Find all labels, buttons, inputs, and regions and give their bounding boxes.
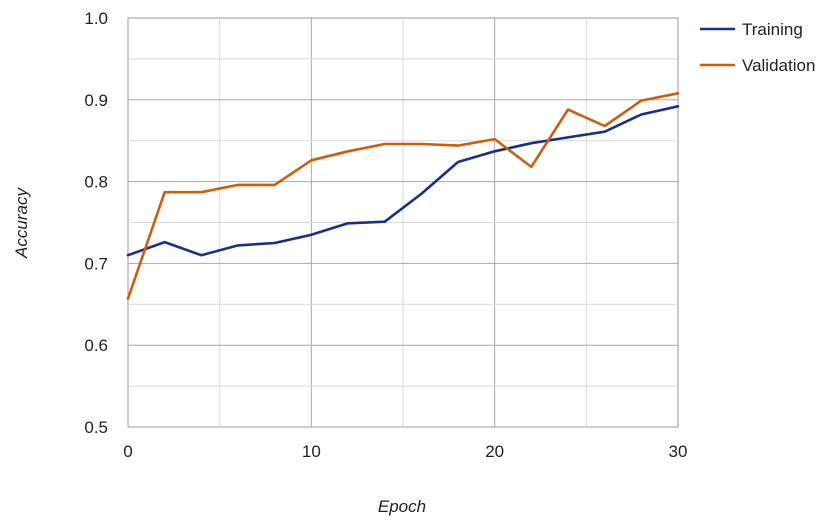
- legend-label-validation: Validation: [742, 56, 815, 75]
- y-axis-ticks: 0.5 0.6 0.7 0.8 0.9 1.0: [84, 9, 108, 437]
- x-axis-title: Epoch: [378, 497, 426, 516]
- y-tick-label: 0.5: [84, 418, 108, 437]
- series-lines: [126, 92, 680, 300]
- x-tick-label: 30: [669, 442, 688, 461]
- y-tick-label: 1.0: [84, 9, 108, 28]
- x-axis-ticks: 0 10 20 30: [123, 442, 687, 461]
- x-tick-label: 10: [302, 442, 321, 461]
- series-line-validation: [126, 92, 680, 300]
- y-axis-title: Accuracy: [12, 187, 31, 259]
- series-line-training: [126, 105, 680, 257]
- x-tick-label: 20: [485, 442, 504, 461]
- y-tick-label: 0.7: [84, 254, 108, 273]
- y-tick-label: 0.8: [84, 173, 108, 192]
- y-tick-label: 0.6: [84, 336, 108, 355]
- legend-label-training: Training: [742, 20, 803, 39]
- x-tick-label: 0: [123, 442, 132, 461]
- y-tick-label: 0.9: [84, 91, 108, 110]
- grid-lines: [128, 18, 678, 427]
- legend: Training Validation: [700, 20, 815, 75]
